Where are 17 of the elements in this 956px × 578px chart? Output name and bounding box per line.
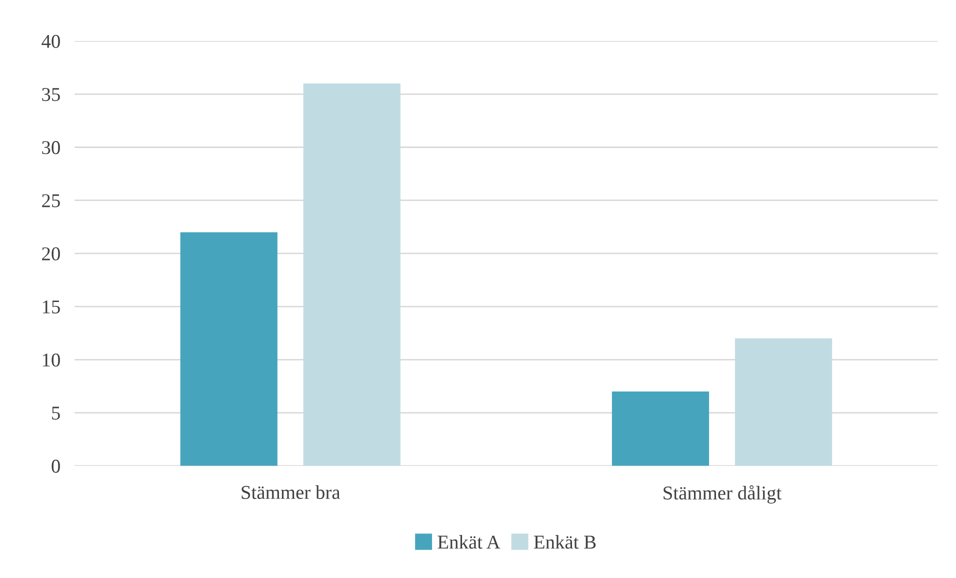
y-tick-label: 15 — [42, 300, 60, 314]
bar — [612, 392, 710, 466]
y-tick-label: 25 — [42, 194, 60, 208]
y-tick-label: 10 — [42, 353, 60, 367]
bar — [734, 338, 832, 466]
y-tick-label: 0 — [52, 460, 60, 473]
y-tick-label: 20 — [42, 247, 60, 260]
bar — [303, 84, 400, 466]
legend-label: Enkät B — [534, 535, 596, 549]
x-tick-label: Stämmer bra — [242, 485, 340, 499]
y-tick-label: 35 — [42, 88, 60, 102]
bar — [180, 232, 278, 466]
legend-label: Enkät A — [438, 535, 500, 549]
y-tick-label: 30 — [42, 141, 60, 154]
y-tick-label: 40 — [42, 34, 60, 48]
y-tick-label: 5 — [52, 406, 60, 420]
x-tick-label: Stämmer dåligt — [664, 485, 782, 504]
